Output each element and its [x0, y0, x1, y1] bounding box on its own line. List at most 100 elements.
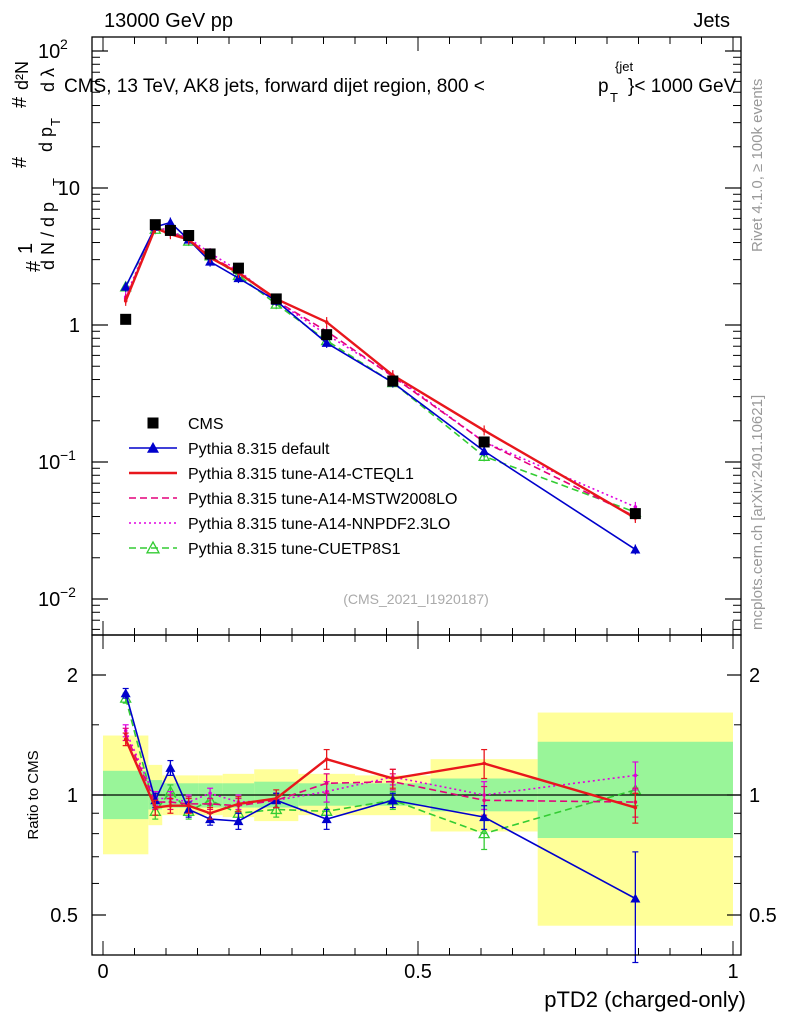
point-cms — [321, 329, 333, 341]
point-cms — [183, 230, 195, 242]
ratio-point-cteql1 — [236, 802, 241, 806]
main-ytick-label: 10 — [38, 452, 60, 474]
point-nnpdf — [633, 505, 638, 509]
ratio-point-default — [387, 795, 398, 805]
main-ytick-label: 1 — [69, 315, 80, 337]
plot-title: CMS, 13 TeV, AK8 jets, forward dijet reg… — [64, 59, 737, 105]
point-cms — [120, 313, 132, 325]
ratio-ytick-label-left: 0.5 — [50, 905, 78, 927]
ratio-point-cteql1 — [153, 805, 158, 810]
ylabel-hash-1: # — [23, 260, 45, 272]
ratio-point-cteql1 — [482, 761, 486, 766]
legend-marker-cms — [147, 417, 159, 429]
ratio-point-cteql1 — [274, 796, 279, 801]
x-tick-label: 1 — [727, 961, 738, 983]
ylabel-dlambda: d λ — [38, 68, 58, 92]
ratio-point-default — [120, 688, 131, 698]
ratio-point-cuetp8s1 — [478, 827, 491, 839]
x-axis-label: pTD2 (charged-only) — [544, 987, 746, 1012]
ratio-ytick-label-right: 2 — [749, 665, 760, 687]
legend-label-cteql1: Pythia 8.315 tune-A14-CTEQL1 — [188, 466, 414, 483]
legend-marker-cuetp8s1 — [145, 540, 161, 554]
point-cms — [478, 436, 490, 448]
legend-label-default: Pythia 8.315 default — [188, 441, 330, 458]
ylabel-frac-den: # — [9, 96, 31, 108]
ratio-ytick-label-right: 0.5 — [749, 905, 777, 927]
point-cms — [149, 219, 161, 231]
main-ytick-exponent: −1 — [60, 447, 76, 463]
ratio-point-default — [165, 762, 176, 772]
main-ylabel: # 1 d N / d p T # d p T # d²N d λ — [9, 61, 65, 272]
main-ytick-label: 10 — [38, 41, 60, 63]
ratio-point-default — [630, 893, 641, 903]
ratio-point-default — [321, 814, 332, 824]
ratio-ylabel: Ratio to CMS — [25, 750, 42, 839]
main-ytick-label: 10 — [38, 589, 60, 611]
ratio-point-cteql1 — [168, 803, 173, 808]
mcplots-label: mcplots.cern.ch [arXiv:2401.10621] — [749, 395, 766, 630]
legend-marker-default — [147, 442, 159, 453]
ylabel-frac-num: # — [9, 156, 31, 168]
point-cteql1 — [482, 428, 486, 433]
ylabel-d2n: d²N — [12, 61, 32, 90]
title-sub: T — [610, 90, 618, 105]
ratio-point-nnpdf — [208, 791, 212, 796]
point-default — [120, 281, 131, 291]
point-default — [165, 217, 176, 227]
point-cuetp8s1 — [478, 449, 491, 461]
ylabel-dn: d N / d p — [38, 202, 58, 270]
x-tick-label: 0.5 — [404, 961, 432, 983]
point-cms — [164, 224, 176, 236]
ratio-point-default — [233, 816, 244, 826]
ratio-ytick-label-left: 1 — [67, 785, 78, 807]
legend: CMS Pythia 8.315 default Pythia 8.315 tune… — [129, 416, 457, 558]
point-default — [479, 446, 490, 456]
point-cms — [270, 293, 282, 305]
x-tick-label: 0 — [97, 961, 108, 983]
point-cms — [232, 262, 244, 274]
process-label: Jets — [693, 10, 730, 32]
main-series-layer — [119, 217, 642, 555]
ratio-point-cteql1 — [123, 737, 128, 742]
ratio-point-mstw — [324, 781, 329, 786]
ratio-point-cuetp8s1 — [270, 803, 283, 815]
title-prefix: CMS, 13 TeV, AK8 jets, forward dijet reg… — [64, 76, 485, 97]
ylabel-one: 1 — [15, 243, 37, 254]
beam-label: 13000 GeV pp — [104, 10, 233, 32]
ratio-ytick-label-right: 1 — [749, 785, 760, 807]
analysis-id: (CMS_2021_I1920187) — [343, 591, 489, 607]
ratio-point-default — [479, 812, 490, 822]
main-ytick-label: 10 — [58, 178, 80, 200]
ratio-point-cteql1 — [391, 776, 395, 781]
ratio-point-cteql1 — [324, 757, 329, 761]
title-sup: {jet — [615, 59, 633, 74]
ratio-series-layer — [119, 687, 642, 964]
point-cteql1 — [324, 320, 329, 324]
ratio-point-mstw — [208, 802, 212, 806]
ratio-point-nnpdf — [633, 773, 638, 778]
point-cms — [387, 375, 399, 387]
point-default — [321, 337, 332, 347]
ylabel-dp: d p — [36, 127, 56, 152]
rivet-label: Rivet 4.1.0, ≥ 100k events — [749, 79, 766, 252]
legend-label-mstw: Pythia 8.315 tune-A14-MSTW2008LO — [188, 491, 457, 508]
point-cteql1 — [123, 299, 128, 303]
ratio-ytick-label-left: 2 — [67, 665, 78, 687]
title-p: p — [598, 76, 609, 97]
legend-label-cuetp8s1: Pythia 8.315 tune-CUETP8S1 — [188, 541, 401, 558]
main-ytick-exponent: 2 — [60, 36, 68, 52]
point-cms — [204, 248, 216, 260]
ratio-point-mstw — [482, 798, 486, 803]
ratio-point-cteql1 — [633, 805, 638, 810]
main-ytick-exponent: −2 — [60, 584, 76, 600]
legend-label-cms: CMS — [188, 416, 224, 433]
ylabel-dn-sub: T — [50, 178, 65, 186]
series-line-cuetp8s1 — [124, 228, 636, 513]
ratio-point-cteql1 — [208, 811, 212, 816]
title-suffix: }< 1000 GeV — [628, 76, 737, 97]
ylabel-dp-sub: T — [48, 118, 63, 126]
point-cms — [629, 508, 641, 520]
ratio-point-cteql1 — [186, 803, 191, 808]
